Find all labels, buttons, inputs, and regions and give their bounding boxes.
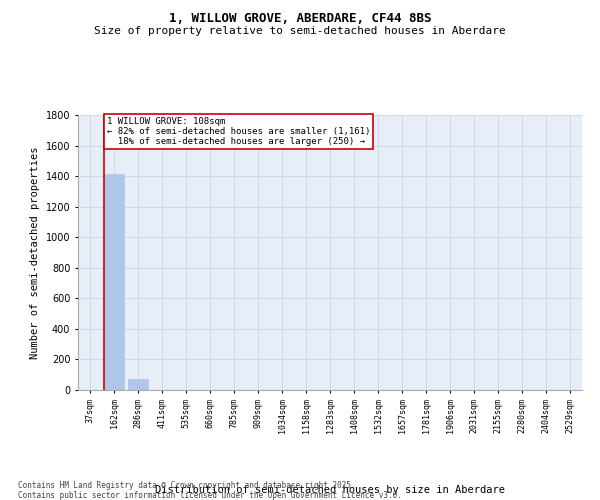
- Text: Contains public sector information licensed under the Open Government Licence v3: Contains public sector information licen…: [18, 491, 402, 500]
- Y-axis label: Number of semi-detached properties: Number of semi-detached properties: [30, 146, 40, 359]
- Bar: [128, 378, 148, 390]
- Text: Contains HM Land Registry data © Crown copyright and database right 2025.: Contains HM Land Registry data © Crown c…: [18, 481, 356, 490]
- Bar: [104, 174, 124, 390]
- X-axis label: Distribution of semi-detached houses by size in Aberdare: Distribution of semi-detached houses by …: [155, 486, 505, 496]
- Text: Size of property relative to semi-detached houses in Aberdare: Size of property relative to semi-detach…: [94, 26, 506, 36]
- Text: 1 WILLOW GROVE: 108sqm
← 82% of semi-detached houses are smaller (1,161)
  18% o: 1 WILLOW GROVE: 108sqm ← 82% of semi-det…: [107, 116, 370, 146]
- Text: 1, WILLOW GROVE, ABERDARE, CF44 8BS: 1, WILLOW GROVE, ABERDARE, CF44 8BS: [169, 12, 431, 26]
